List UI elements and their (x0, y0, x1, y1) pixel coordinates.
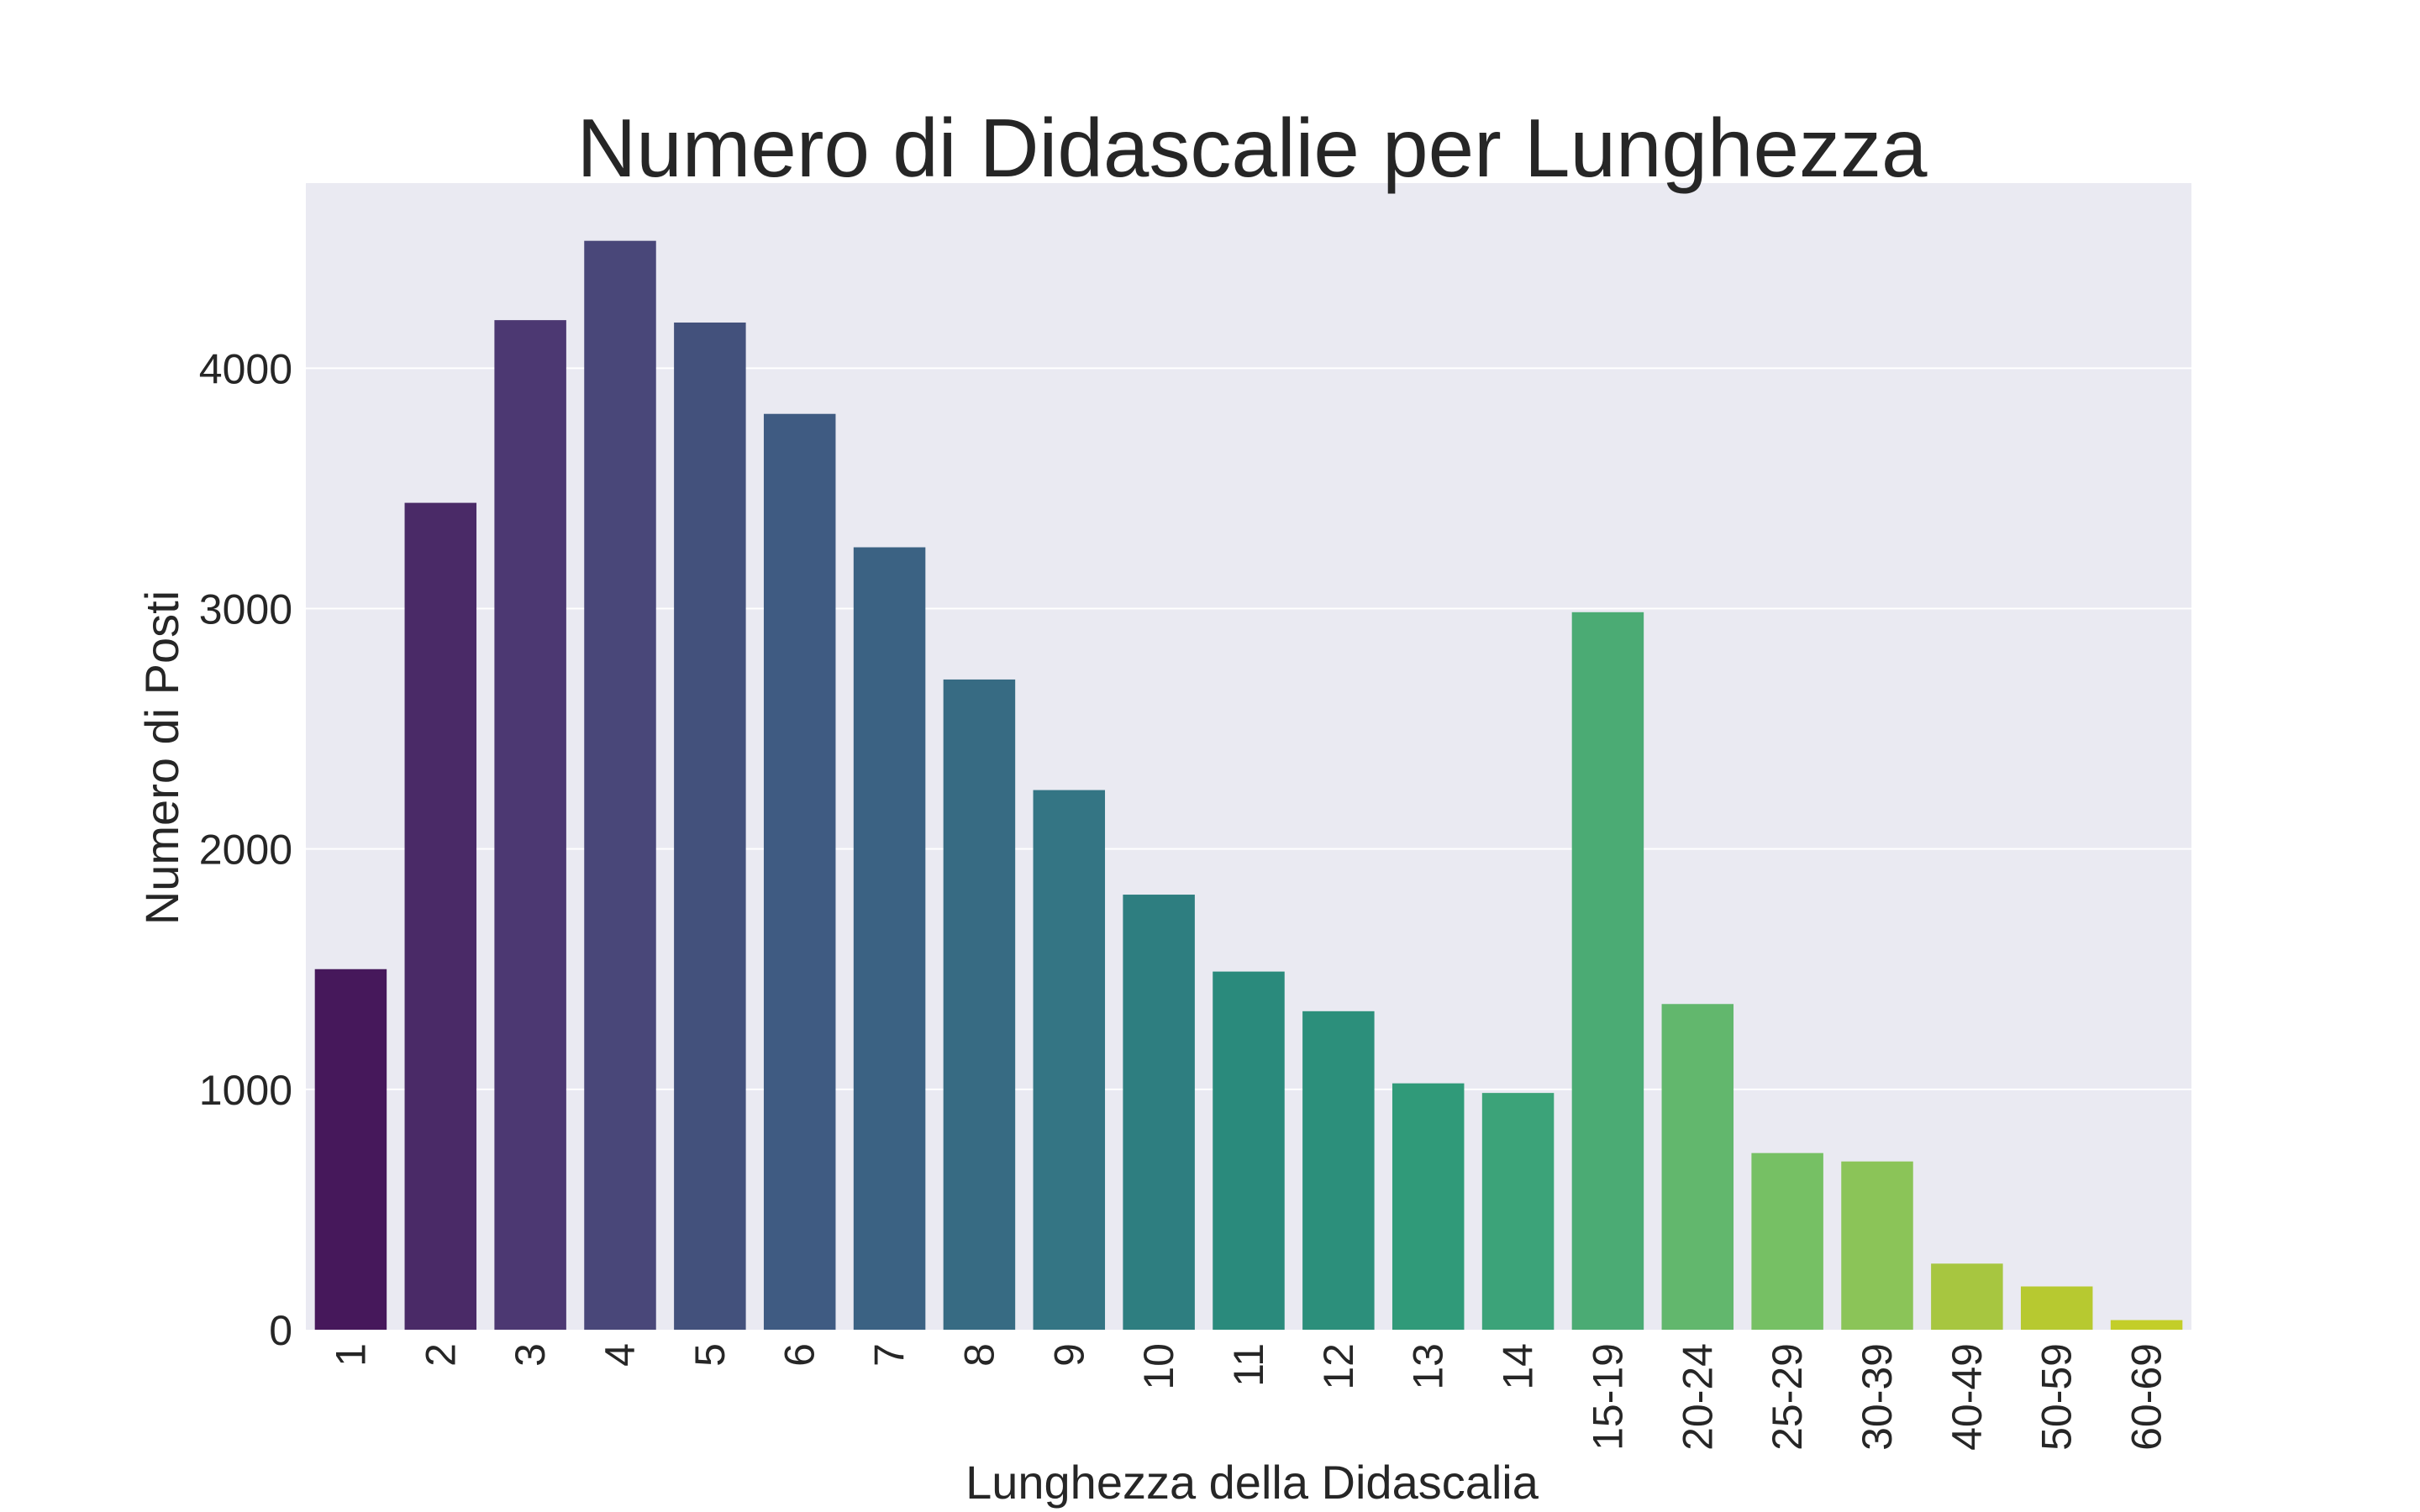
bar-9 (1033, 790, 1106, 1330)
x-tick-label: 11 (1225, 1343, 1272, 1387)
x-tick-label: 5 (687, 1343, 734, 1367)
bar-2 (404, 502, 477, 1330)
x-tick-label: 25-29 (1764, 1343, 1811, 1451)
bar-40-49 (1931, 1263, 2003, 1330)
x-tick-label: 12 (1315, 1343, 1362, 1390)
x-tick-label: 6 (776, 1343, 823, 1367)
x-tick-label: 50-59 (2033, 1343, 2081, 1451)
x-axis-label: Lunghezza della Didascalia (965, 1456, 1539, 1509)
x-tick-label: 1 (327, 1343, 374, 1367)
bar-14 (1481, 1093, 1555, 1330)
y-tick-label: 1000 (199, 1067, 292, 1114)
bar-5 (674, 322, 746, 1330)
x-tick-label: 2 (417, 1343, 464, 1367)
bar-6 (763, 413, 836, 1330)
bar-3 (494, 320, 566, 1330)
x-tick-label: 7 (866, 1343, 913, 1367)
x-tick-label: 60-69 (2123, 1343, 2170, 1451)
x-tick-label: 30-39 (1854, 1343, 1901, 1451)
bar-15-19 (1571, 612, 1644, 1330)
x-tick-label: 20-24 (1674, 1343, 1721, 1451)
y-axis-ticks: 0 1000 2000 3000 4000 (199, 345, 292, 1354)
x-tick-label: 4 (597, 1343, 644, 1367)
y-tick-label: 3000 (199, 586, 292, 633)
y-tick-label: 4000 (199, 345, 292, 392)
x-tick-label: 3 (507, 1343, 554, 1367)
bar-20-24 (1661, 1004, 1734, 1330)
bars (314, 240, 2183, 1331)
y-tick-label: 2000 (199, 827, 292, 874)
bar-12 (1302, 1011, 1375, 1330)
x-axis-ticks: 1 2 3 4 5 6 7 8 9 10 11 12 13 14 15-19 20-24 25-29 30-39 4… (327, 1343, 2170, 1451)
x-tick-label: 9 (1045, 1343, 1092, 1367)
x-tick-label: 14 (1495, 1343, 1542, 1390)
x-tick-label: 8 (955, 1343, 1002, 1367)
x-tick-label: 13 (1405, 1343, 1452, 1390)
chart-title: Numero di Didascalie per Lunghezza (577, 102, 1928, 194)
x-tick-label: 15-19 (1584, 1343, 1631, 1451)
x-tick-label: 40-49 (1944, 1343, 1991, 1451)
bar-25-29 (1751, 1152, 1823, 1330)
bar-60-69 (2110, 1320, 2183, 1330)
bar-13 (1392, 1083, 1465, 1330)
bar-1 (314, 969, 387, 1330)
bar-4 (584, 240, 656, 1331)
x-tick-label: 10 (1135, 1343, 1182, 1390)
y-axis-label: Numero di Posti (135, 591, 188, 925)
bar-50-59 (2020, 1286, 2093, 1330)
bar-11 (1213, 971, 1285, 1330)
bar-30-39 (1841, 1161, 1913, 1330)
bar-10 (1123, 895, 1195, 1330)
bar-7 (853, 547, 926, 1330)
bar-8 (943, 679, 1016, 1330)
y-tick-label: 0 (269, 1307, 292, 1354)
